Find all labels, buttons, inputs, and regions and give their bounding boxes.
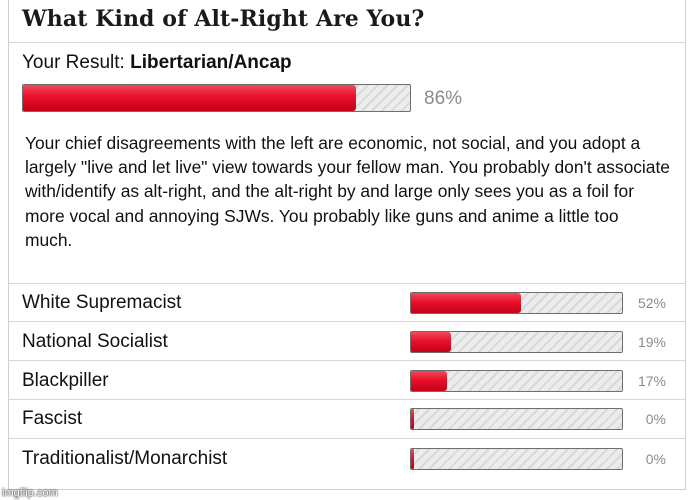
result-row-fill: [411, 449, 414, 469]
title-divider: [8, 42, 686, 43]
watermark: imgflip.com: [2, 487, 58, 499]
result-row-fill: [411, 371, 447, 391]
result-row-label: Fascist: [22, 408, 83, 429]
row-divider: [8, 438, 686, 439]
result-row-bar: [410, 331, 623, 353]
row-divider: [8, 399, 686, 400]
result-progress-bar: [22, 84, 411, 112]
result-row-fill: [411, 293, 521, 313]
result-row-percent: 0%: [645, 451, 666, 467]
row-divider: [8, 360, 686, 361]
result-row-fill: [411, 332, 452, 352]
result-row-label: Traditionalist/Monarchist: [22, 448, 228, 469]
result-row-label: National Socialist: [22, 331, 168, 352]
result-prefix: Your Result:: [22, 52, 125, 73]
result-row-bar: [410, 448, 623, 470]
section-divider: [8, 283, 686, 284]
result-row-bar: [410, 408, 623, 430]
result-row-label: Blackpiller: [22, 370, 109, 391]
result-row-bar: [410, 292, 623, 314]
result-row-percent: 0%: [645, 411, 666, 427]
result-description: Your chief disagreements with the left a…: [25, 133, 670, 250]
result-row-fill: [411, 409, 414, 429]
result-row-label: White Supremacist: [22, 292, 182, 313]
result-row-percent: 17%: [637, 373, 666, 389]
quiz-title: What Kind of Alt-Right Are You?: [22, 6, 425, 32]
result-value: Libertarian/Ancap: [130, 52, 292, 73]
result-row-percent: 52%: [637, 295, 666, 311]
result-row-bar: [410, 370, 623, 392]
result-progress-fill: [23, 85, 356, 111]
result-line: Your Result: Libertarian/Ancap: [22, 52, 292, 74]
row-divider: [8, 321, 686, 322]
result-percent: 86%: [424, 88, 463, 109]
result-row-percent: 19%: [637, 334, 666, 350]
